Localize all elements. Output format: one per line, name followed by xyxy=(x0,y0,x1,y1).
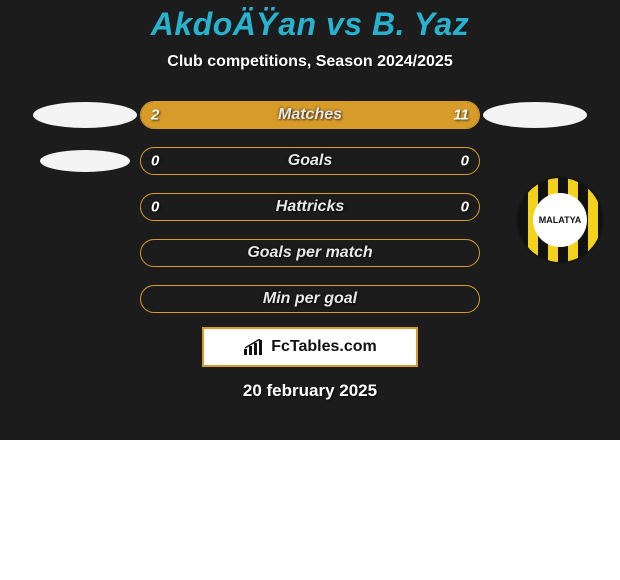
stat-bar: Goals per match xyxy=(140,239,480,267)
brand-box: FcTables.com xyxy=(202,327,418,367)
stat-left-value: 0 xyxy=(151,199,159,216)
lower-blank xyxy=(0,440,620,580)
stat-right-value: 11 xyxy=(453,107,469,124)
stat-row: Goals 0 0 xyxy=(0,147,620,175)
stat-left-value: 0 xyxy=(151,153,159,170)
stat-row: Matches 2 11 xyxy=(0,101,620,129)
page-title: AkdoÄŸan vs B. Yaz xyxy=(0,6,620,43)
subtitle: Club competitions, Season 2024/2025 xyxy=(0,53,620,71)
stat-left-value: 2 xyxy=(151,107,159,124)
barchart-icon xyxy=(243,339,265,355)
club-crest: MALATYA xyxy=(518,178,602,262)
club-crest-inner: MALATYA xyxy=(533,193,587,247)
stat-label: Matches xyxy=(278,106,342,124)
stat-right-value: 0 xyxy=(461,153,469,170)
player-badge-ellipse xyxy=(483,102,587,128)
comparison-panel: AkdoÄŸan vs B. Yaz Club competitions, Se… xyxy=(0,0,620,440)
stat-label: Min per goal xyxy=(263,290,357,308)
brand-text: FcTables.com xyxy=(271,338,377,356)
stat-bar: Hattricks 0 0 xyxy=(140,193,480,221)
bar-left-fill xyxy=(141,102,193,128)
stat-right-value: 0 xyxy=(461,199,469,216)
stat-label: Goals xyxy=(288,152,332,170)
stat-bar: Min per goal xyxy=(140,285,480,313)
stat-label: Goals per match xyxy=(247,244,372,262)
player-badge-ellipse xyxy=(40,150,130,172)
left-badge-slot xyxy=(30,102,140,128)
date-label: 20 february 2025 xyxy=(0,381,620,401)
left-badge-slot xyxy=(30,150,140,172)
stat-bar: Matches 2 11 xyxy=(140,101,480,129)
player-badge-ellipse xyxy=(33,102,137,128)
stat-label: Hattricks xyxy=(276,198,344,216)
stat-row: Min per goal xyxy=(0,285,620,313)
stat-bar: Goals 0 0 xyxy=(140,147,480,175)
right-badge-slot xyxy=(480,102,590,128)
